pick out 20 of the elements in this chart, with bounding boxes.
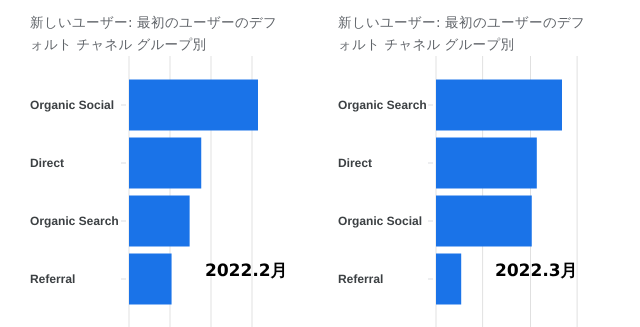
bar [129,196,190,246]
bar [129,80,258,130]
bar [436,138,537,188]
y-tick-label: Organic Search [338,98,427,112]
bar [436,80,562,130]
y-tick-label: Direct [338,156,372,170]
bar [129,254,172,304]
y-tick-label: Referral [338,272,384,286]
bar [129,138,202,188]
annotation: 2022.3月 [495,261,578,281]
bar [436,196,532,246]
chart-title: 新しいユーザー: 最初のユーザーのデフォルト チャネル グループ別 [30,14,278,55]
annotation: 2022.2月 [205,261,288,281]
bar [436,254,462,304]
y-tick-label: Organic Social [30,98,114,112]
y-tick-label: Referral [30,272,76,286]
chart-title: 新しいユーザー: 最初のユーザーのデフォルト チャネル グループ別 [338,14,586,55]
y-tick-label: Direct [30,156,64,170]
y-tick-label: Organic Social [338,214,422,228]
y-tick-label: Organic Search [30,214,119,228]
